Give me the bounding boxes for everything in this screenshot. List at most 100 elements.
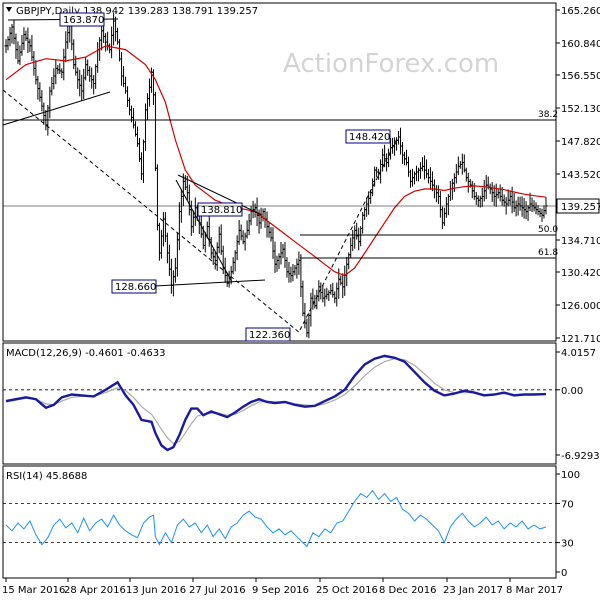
macd-axis: 4.0157 0.00 -6.9293 xyxy=(556,348,600,462)
trendline xyxy=(2,89,301,334)
price-bar xyxy=(325,287,329,300)
price-bar xyxy=(454,164,458,184)
price-bar xyxy=(171,270,175,297)
price-bar xyxy=(349,237,353,258)
price-bar xyxy=(169,258,173,294)
price-bar xyxy=(12,19,16,45)
price-bar xyxy=(283,241,287,268)
price-bar xyxy=(466,172,470,193)
rsi-tick-label: 0 xyxy=(561,568,567,579)
price-annotation: 122.360 xyxy=(245,327,291,342)
price-bar xyxy=(161,211,165,247)
price-bar xyxy=(520,196,524,217)
price-bar xyxy=(494,183,498,207)
price-bar xyxy=(265,211,269,238)
price-bar xyxy=(287,262,291,283)
price-bar xyxy=(281,243,285,259)
price-bar xyxy=(363,206,367,220)
price-bar xyxy=(289,266,293,283)
current-price-box xyxy=(556,198,600,214)
price-bar xyxy=(313,294,317,309)
price-bar xyxy=(118,39,122,62)
price-bar xyxy=(534,202,538,215)
price-bar xyxy=(359,226,363,247)
price-bar xyxy=(399,127,403,155)
price-tick-label: 156.550 xyxy=(561,71,600,82)
trendline xyxy=(2,91,111,126)
price-bar xyxy=(155,164,159,231)
price-bar xyxy=(34,60,38,85)
price-bar xyxy=(351,229,355,252)
price-tick-label: 147.820 xyxy=(561,137,600,148)
price-tick-label: 121.710 xyxy=(561,334,600,345)
ma-line xyxy=(5,45,547,277)
price-bar xyxy=(476,195,480,207)
price-bar xyxy=(110,26,114,59)
price-bar xyxy=(76,67,80,89)
price-bar xyxy=(14,33,18,59)
collapse-triangle-icon[interactable] xyxy=(6,7,12,12)
x-tick-label: 23 Jan 2017 xyxy=(443,585,503,596)
price-bar xyxy=(247,213,251,236)
fib-level-label: 50.0 xyxy=(538,225,558,235)
price-bar xyxy=(277,253,281,270)
rsi-panel-frame xyxy=(2,465,557,579)
price-bar xyxy=(538,207,542,218)
price-bar xyxy=(315,289,319,310)
price-bar xyxy=(153,91,157,172)
price-bar xyxy=(343,265,347,296)
price-bar xyxy=(438,191,442,218)
price-bar xyxy=(405,149,409,166)
price-bar xyxy=(542,205,546,219)
price-annotation: 148.420 xyxy=(345,129,391,144)
rsi-tick-label: 100 xyxy=(561,470,580,481)
price-bar xyxy=(498,184,502,202)
price-bar xyxy=(452,173,456,193)
price-bar xyxy=(173,257,177,283)
price-bar xyxy=(235,235,239,261)
price-bar xyxy=(297,251,301,275)
price-bar xyxy=(387,148,391,168)
price-bar xyxy=(86,59,90,76)
x-tick-label: 13 Jun 2016 xyxy=(126,585,186,596)
macd-signal-line xyxy=(5,358,547,445)
price-bar xyxy=(305,318,309,338)
price-bar xyxy=(20,35,24,56)
price-bar xyxy=(42,102,46,125)
price-bar xyxy=(100,24,104,51)
price-bar xyxy=(512,192,516,212)
svg-text:148.420: 148.420 xyxy=(349,132,390,143)
price-bar xyxy=(54,59,58,85)
price-bar xyxy=(32,51,36,76)
price-bar xyxy=(514,200,518,217)
price-bar xyxy=(141,139,145,183)
price-bar xyxy=(106,31,110,51)
macd-tick-label: 4.0157 xyxy=(561,348,596,359)
price-bar xyxy=(428,167,432,190)
price-bar xyxy=(291,264,295,282)
price-bar xyxy=(367,191,371,215)
price-bar xyxy=(285,257,289,278)
price-bar xyxy=(464,167,468,182)
fib-level-label: 61.8 xyxy=(538,248,558,258)
price-bar xyxy=(490,182,494,202)
price-bar xyxy=(163,212,167,243)
price-bar xyxy=(165,232,169,264)
price-bar xyxy=(128,97,132,116)
price-bar xyxy=(321,285,325,303)
price-annotation: 138.810 xyxy=(197,202,243,217)
price-bar xyxy=(480,187,484,207)
fib-level-label: 38.2 xyxy=(538,110,558,120)
svg-text:122.360: 122.360 xyxy=(249,330,290,341)
watermark: ActionForex.com xyxy=(283,49,499,79)
price-bar xyxy=(365,197,369,217)
x-tick-label: 9 Sep 2016 xyxy=(252,585,309,596)
macd-tick-label: -6.9293 xyxy=(561,451,600,462)
price-tick-label: 143.520 xyxy=(561,170,600,181)
price-bar xyxy=(143,103,147,151)
price-bar xyxy=(243,232,247,251)
price-bar xyxy=(193,197,197,226)
price-bar xyxy=(355,222,359,240)
trendline xyxy=(175,179,233,283)
